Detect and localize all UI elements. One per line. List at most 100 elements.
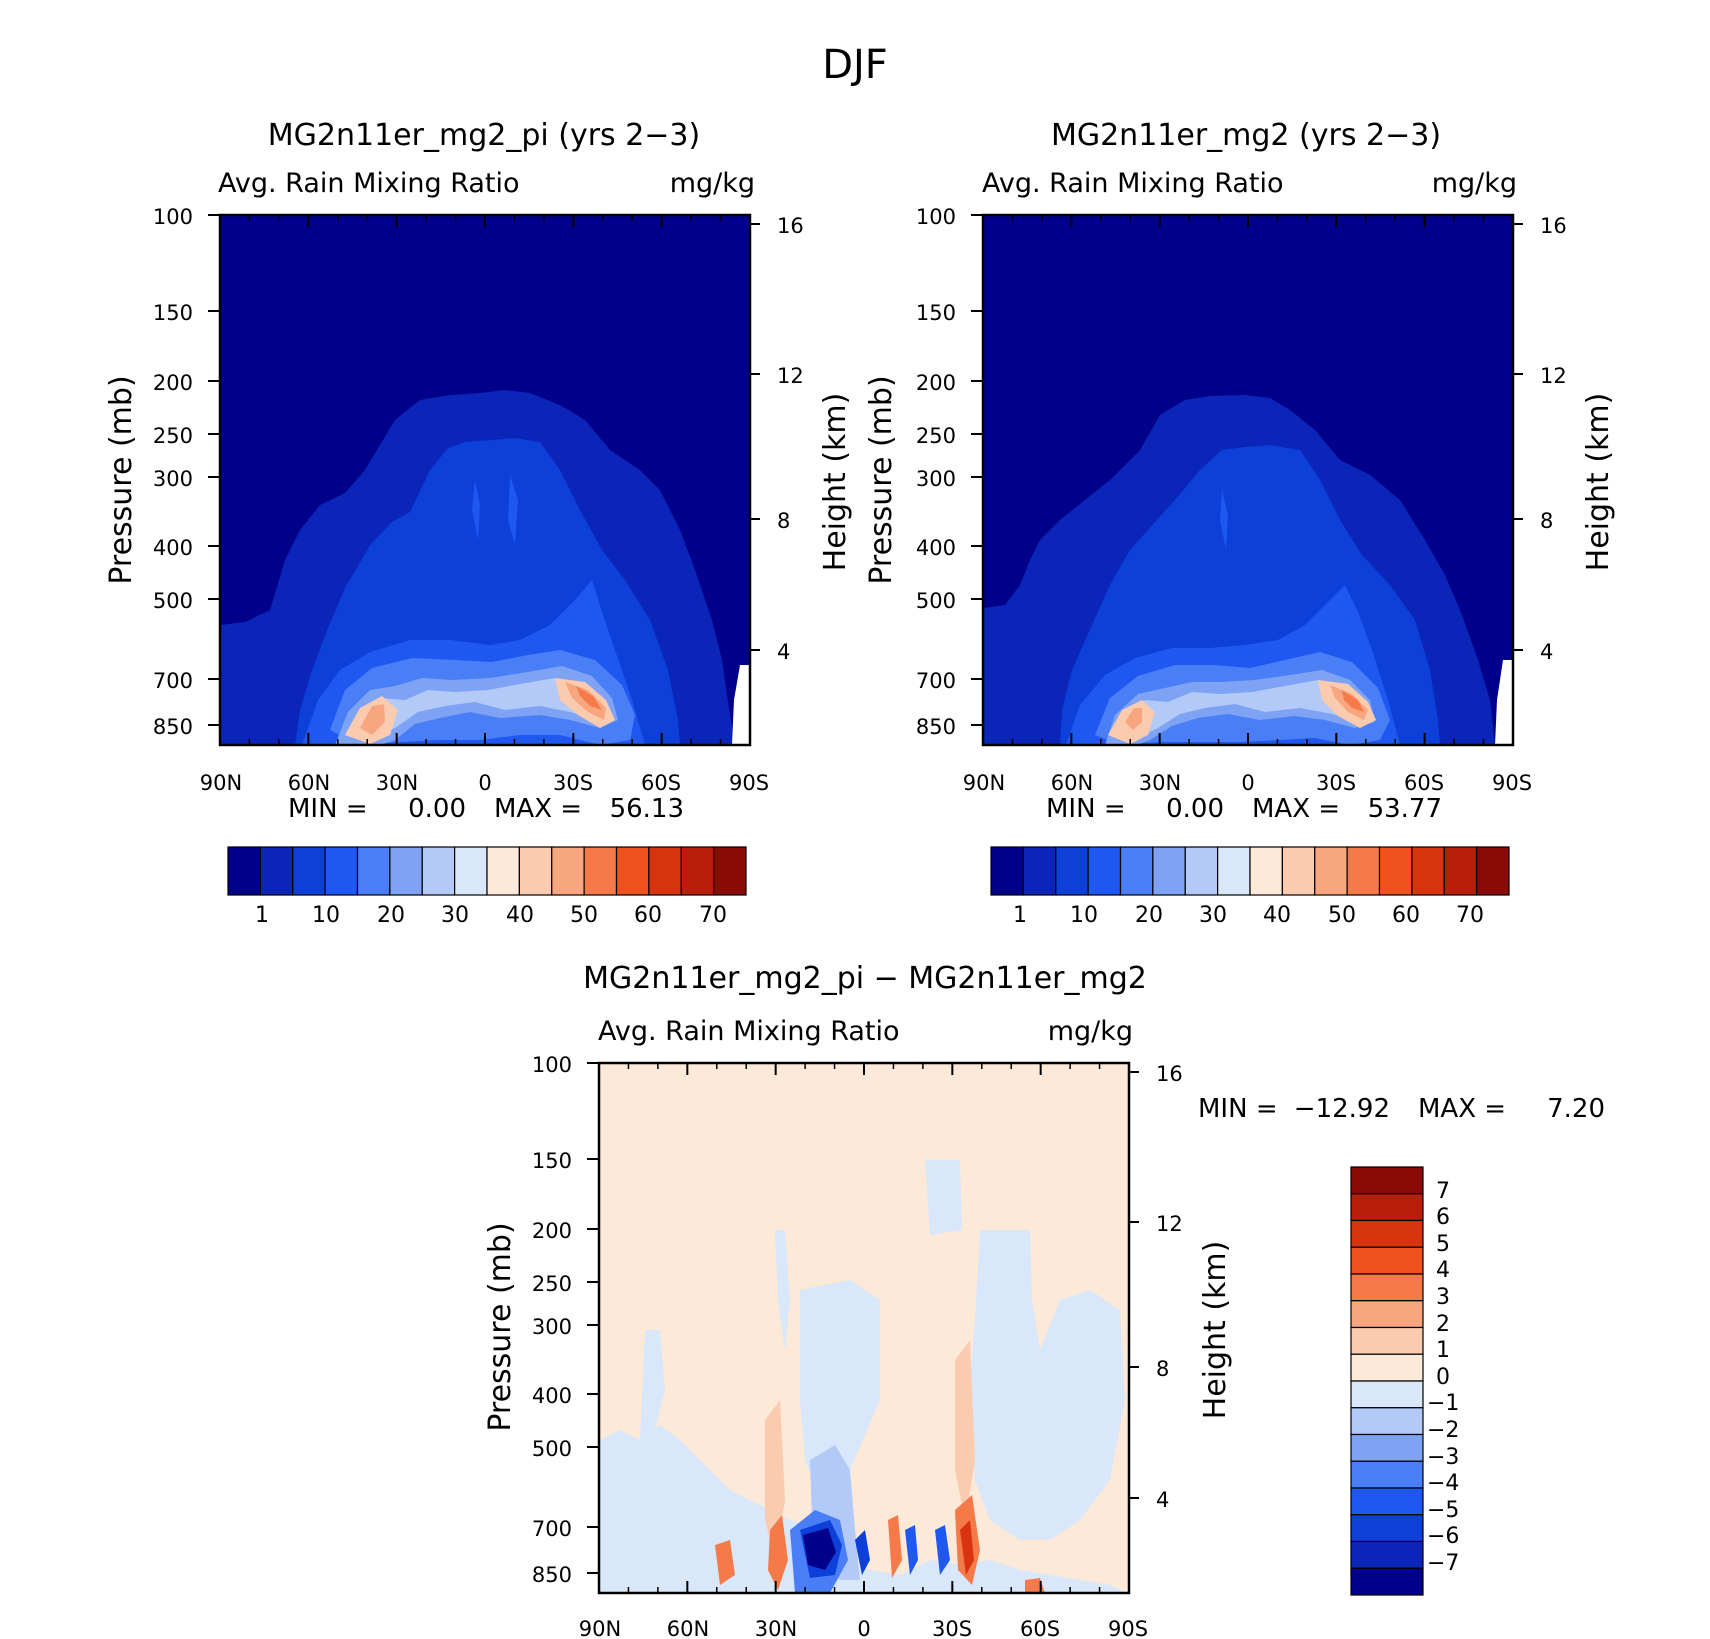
colorbar-swatch	[1350, 1273, 1424, 1302]
left-contour-level	[576, 686, 602, 710]
colorbar-swatch	[1350, 1487, 1424, 1516]
left-colorbar-labels: 1 10 20 30 40 50 60 70	[255, 903, 727, 928]
diff-x-tick-label: 30S	[932, 1617, 972, 1639]
diff-colorbar-label: −6	[1427, 1524, 1459, 1549]
diff-y-tick-label: 700	[532, 1517, 572, 1541]
colorbar-swatch	[1476, 846, 1510, 896]
right-y-axis-title: Pressure (mb)	[864, 375, 899, 584]
right-x-tick-label: 90N	[963, 771, 1005, 795]
diff-y-tick-label: 400	[532, 1384, 572, 1408]
left-max-label: MAX =	[494, 794, 582, 824]
colorbar-swatch	[583, 846, 618, 896]
right-max-value: 53.77	[1368, 794, 1442, 824]
diff-contour-level	[800, 1280, 880, 1500]
axis-ticks	[587, 1062, 1139, 1593]
left-y-tick-label: 250	[153, 424, 193, 448]
colorbar-swatch	[1350, 1193, 1424, 1222]
colorbar-swatch	[292, 846, 326, 896]
diff-contour-level	[955, 1340, 975, 1520]
right-y-tick-label: 200	[916, 371, 956, 395]
diff-y-tick-label: 850	[532, 1563, 572, 1587]
colorbar-swatch	[259, 846, 294, 896]
left-x-tick-label: 90S	[729, 771, 769, 795]
colorbar-swatch	[1119, 846, 1154, 896]
colorbar-swatch	[1350, 1433, 1424, 1462]
diff-colorbar-label: −4	[1427, 1471, 1459, 1496]
left-contour-level	[360, 704, 385, 735]
colorbar-swatch	[1350, 1326, 1424, 1355]
diff-y-tick-label: 200	[532, 1219, 572, 1243]
right-panel-units: mg/kg	[1432, 168, 1517, 199]
diff-colorbar-label: −3	[1427, 1445, 1459, 1470]
diff-height-tick-label: 8	[1156, 1357, 1169, 1381]
right-height-tick-label: 8	[1540, 509, 1553, 533]
diff-x-tick-label: 90N	[579, 1617, 621, 1639]
right-y-axis-right-title: Height (km)	[1581, 393, 1616, 572]
left-colorbar-label: 10	[312, 903, 340, 928]
right-x-tick-label: 30S	[1316, 771, 1356, 795]
colorbar-swatch	[389, 846, 423, 896]
diff-contour-level	[888, 1515, 902, 1578]
colorbar-swatch	[1350, 1380, 1424, 1409]
colorbar-swatch	[615, 846, 650, 896]
diff-contour-level	[925, 1160, 962, 1235]
diff-colorbar-labels: 7 6 5 4 3 2 1 0 −1 −2 −3 −4 −5 −6 −7	[1427, 1179, 1459, 1576]
right-height-tick-label: 16	[1540, 214, 1567, 238]
diff-y-tick-label: 250	[532, 1272, 572, 1296]
diff-colorbar-label: 0	[1436, 1365, 1450, 1390]
right-y-tick-label: 150	[916, 301, 956, 325]
left-missing-data	[732, 665, 750, 745]
colorbar-swatch	[1249, 846, 1283, 896]
left-colorbar-label: 1	[255, 903, 269, 928]
left-max-value: 56.13	[610, 794, 684, 824]
diff-colorbar-label: −5	[1427, 1498, 1459, 1523]
diff-contour-level	[960, 1520, 974, 1575]
right-x-tick-label: 90S	[1492, 771, 1532, 795]
diff-contour-level	[855, 1530, 870, 1575]
left-y-tick-label: 300	[153, 467, 193, 491]
diff-height-tick-label: 16	[1156, 1062, 1183, 1086]
diff-y-axis-right: 16 12 8 4	[1156, 1062, 1183, 1512]
right-colorbar-label: 50	[1328, 903, 1356, 928]
left-y-axis-right-title: Height (km)	[818, 393, 853, 572]
colorbar-swatch	[1055, 846, 1089, 896]
diff-colorbar-label: −1	[1427, 1391, 1459, 1416]
left-y-tick-label: 100	[153, 205, 193, 229]
diff-y-tick-label: 150	[532, 1149, 572, 1173]
diff-y-tick-label: 100	[532, 1053, 572, 1077]
left-y-axis-right: 16 12 8 4	[777, 214, 804, 664]
diff-x-tick-label: 60N	[667, 1617, 709, 1639]
right-panel-subtitle: Avg. Rain Mixing Ratio	[982, 168, 1284, 199]
diff-contour-level	[905, 1525, 918, 1575]
left-min-value: 0.00	[408, 794, 466, 824]
diff-panel-title: MG2n11er_mg2_pi − MG2n11er_mg2	[583, 961, 1147, 996]
left-colorbar-label: 50	[570, 903, 598, 928]
right-y-tick-label: 700	[916, 669, 956, 693]
left-y-tick-label: 850	[153, 715, 193, 739]
axis-ticks	[971, 214, 1523, 745]
left-x-tick-label: 0	[478, 771, 491, 795]
right-x-axis: 90N 60N 30N 0 30S 60S 90S	[963, 771, 1532, 795]
right-y-tick-label: 300	[916, 467, 956, 491]
diff-height-tick-label: 4	[1156, 1488, 1169, 1512]
left-height-tick-label: 16	[777, 214, 804, 238]
left-colorbar-label: 30	[441, 903, 469, 928]
diff-colorbar-label: −2	[1427, 1418, 1459, 1443]
right-colorbar	[990, 846, 1510, 896]
diff-y-axis-right-title: Height (km)	[1198, 1241, 1233, 1420]
diff-contour-field	[599, 1063, 1129, 1593]
colorbar-swatch	[1350, 1407, 1424, 1436]
right-min-label: MIN =	[1046, 794, 1126, 824]
left-x-axis: 90N 60N 30N 0 30S 60S 90S	[200, 771, 769, 795]
right-colorbar-label: 1	[1013, 903, 1027, 928]
diff-contour-level	[775, 1230, 790, 1350]
right-height-tick-label: 12	[1540, 364, 1567, 388]
diff-min-label: MIN =	[1198, 1094, 1278, 1124]
diff-max-label: MAX =	[1418, 1094, 1506, 1124]
diff-panel-units: mg/kg	[1048, 1016, 1133, 1047]
colorbar-swatch	[1022, 846, 1057, 896]
left-x-tick-label: 90N	[200, 771, 242, 795]
left-panel: MG2n11er_mg2_pi (yrs 2−3) Avg. Rain Mixi…	[104, 118, 853, 928]
figure-title: DJF	[822, 42, 888, 88]
diff-colorbar-label: 4	[1436, 1258, 1450, 1283]
